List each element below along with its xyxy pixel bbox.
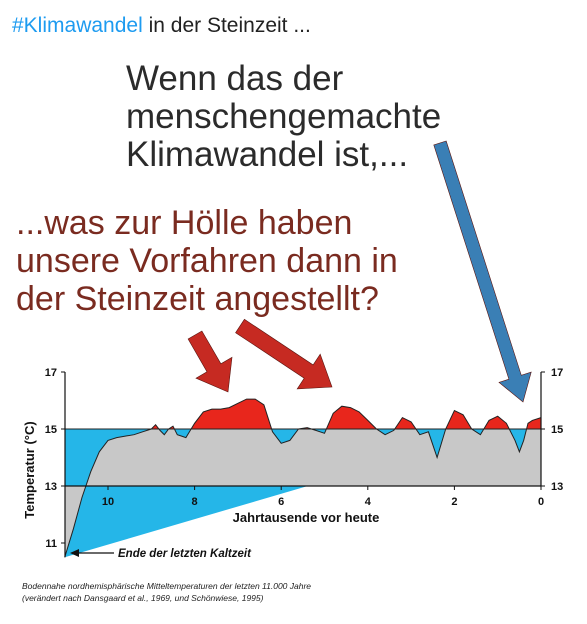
caption-line: Bodennahe nordhemisphärische Mitteltempe… [22, 581, 312, 591]
y-tick-label-left: 15 [45, 424, 57, 436]
temperature-line [64, 398, 542, 558]
red-arrow-2 [235, 318, 333, 390]
hashtag-link[interactable]: #Klimawandel [12, 14, 143, 37]
tweet-text-rest: in der Steinzeit ... [142, 14, 311, 37]
caption-line: (verändert nach Dansgaard et al., 1969, … [22, 593, 264, 603]
y-tick-label-left: 11 [45, 538, 57, 550]
blue-arrow [433, 140, 532, 403]
y-tick-label-right: 13 [551, 481, 563, 493]
headline-line: menschengemachte [126, 97, 442, 136]
question-line: der Steinzeit angestellt? [16, 280, 379, 318]
area-layer [64, 398, 542, 558]
x-tick-label: 10 [102, 496, 114, 508]
headline-line: Wenn das der [126, 59, 344, 98]
question-line: ...was zur Hölle haben [16, 204, 353, 242]
y-tick-label-left: 13 [45, 481, 57, 493]
x-axis-label: Jahrtausende vor heute [233, 510, 380, 525]
y-tick-label-right: 15 [551, 424, 563, 436]
x-tick-label: 8 [192, 496, 198, 508]
x-tick-label: 4 [365, 496, 372, 508]
x-tick-label: 2 [451, 496, 457, 508]
headline-text: Wenn das der menschengemachte Klimawande… [126, 60, 441, 174]
headline-line: Klimawandel ist,... [126, 135, 409, 174]
question-text: ...was zur Hölle haben unsere Vorfahren … [16, 204, 398, 318]
x-tick-label: 6 [278, 496, 284, 508]
arrow-layer [187, 140, 532, 403]
red-arrow-1 [187, 330, 233, 393]
question-line: unsere Vorfahren dann in [16, 242, 398, 280]
neutral-under-curve [64, 429, 541, 558]
tweet-text: #Klimawandel in der Steinzeit ... [12, 14, 311, 38]
y-tick-label-left: 17 [45, 367, 57, 379]
x-tick-label: 0 [538, 496, 544, 508]
annotation-label: Ende der letzten Kaltzeit [118, 548, 252, 560]
axis-layer: 17 15 13 11 17 15 13 10 8 6 4 2 0 [45, 367, 563, 558]
annotation-arrowhead [70, 549, 79, 557]
y-axis-label: Temperatur (°C) [22, 421, 37, 518]
warm-area [64, 399, 541, 429]
chart-caption: Bodennahe nordhemisphärische Mitteltempe… [22, 580, 311, 604]
y-tick-label-right: 17 [551, 367, 563, 379]
